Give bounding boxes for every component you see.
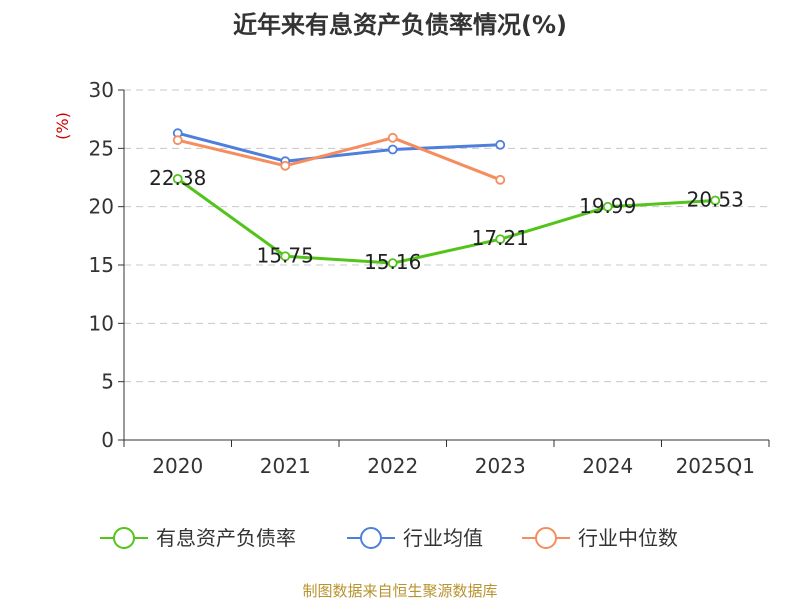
x-tick-label-2024: 2024 (582, 454, 633, 478)
legend-marker-1 (360, 527, 382, 549)
series-1-point-3 (495, 139, 506, 150)
y-tick-label-30: 30 (89, 78, 114, 102)
series-0-point-2 (387, 258, 398, 269)
y-tick-label-25: 25 (89, 136, 114, 160)
x-tick-label-2020: 2020 (152, 454, 203, 478)
source-note: 制图数据来自恒生聚源数据库 (302, 582, 497, 600)
series-2-point-2 (387, 132, 398, 143)
x-tick-label-2021: 2021 (260, 454, 311, 478)
data-label-2021: 15.75 (257, 243, 314, 267)
series-line-1 (177, 131, 501, 163)
legend-item-0[interactable]: 有息资产负债率 (100, 526, 296, 550)
y-tick-label-20: 20 (89, 195, 114, 219)
legend-label-0: 有息资产负债率 (156, 526, 296, 550)
y-tick-label-10: 10 (89, 311, 114, 335)
x-tick-label-2025Q1: 2025Q1 (676, 454, 755, 478)
legend-marker-2 (535, 527, 557, 549)
series-line-0 (176, 177, 716, 265)
series-layer (172, 128, 721, 269)
series-0-point-0 (172, 173, 183, 184)
series-2-point-1 (280, 160, 291, 171)
y-unit-label: (%) (53, 112, 72, 140)
data-label-2022: 15.16 (364, 250, 421, 274)
grid (124, 89, 769, 383)
legend-marker-0 (113, 527, 135, 549)
series-0-point-3 (495, 234, 506, 245)
y-tick-label-5: 5 (101, 370, 114, 394)
series-1-point-2 (387, 144, 398, 155)
legend-label-1: 行业均值 (403, 526, 483, 550)
series-line-2 (177, 136, 501, 182)
y-tick-label-0: 0 (101, 428, 114, 452)
data-label-2020: 22.38 (149, 166, 206, 190)
x-tick-label-2023: 2023 (475, 454, 526, 478)
data-label-2025Q1: 20.53 (687, 187, 744, 211)
axes: 0 5 10 15 20 25 30 2020 2021 2022 2023 2024 2025Q1 (89, 78, 770, 478)
legend-label-2: 行业中位数 (578, 526, 678, 550)
series-0-point-4 (602, 201, 613, 212)
series-2-point-3 (495, 174, 506, 185)
chart-title: 近年来有息资产负债率情况(%) (233, 11, 567, 39)
x-tick-label-2022: 2022 (367, 454, 418, 478)
legend-item-2[interactable]: 行业中位数 (522, 526, 678, 550)
data-labels: 22.38 15.75 15.16 17.21 19.99 20.53 (149, 166, 744, 274)
legend-item-1[interactable]: 行业均值 (347, 526, 483, 550)
data-label-2023: 17.21 (472, 226, 529, 250)
series-0-point-1 (280, 251, 291, 262)
y-tick-label-15: 15 (89, 253, 114, 277)
series-2-point-0 (172, 135, 183, 146)
legend[interactable]: 有息资产负债率 行业均值 行业中位数 (100, 526, 678, 550)
data-label-2024: 19.99 (579, 194, 636, 218)
series-0-point-5 (710, 195, 721, 206)
